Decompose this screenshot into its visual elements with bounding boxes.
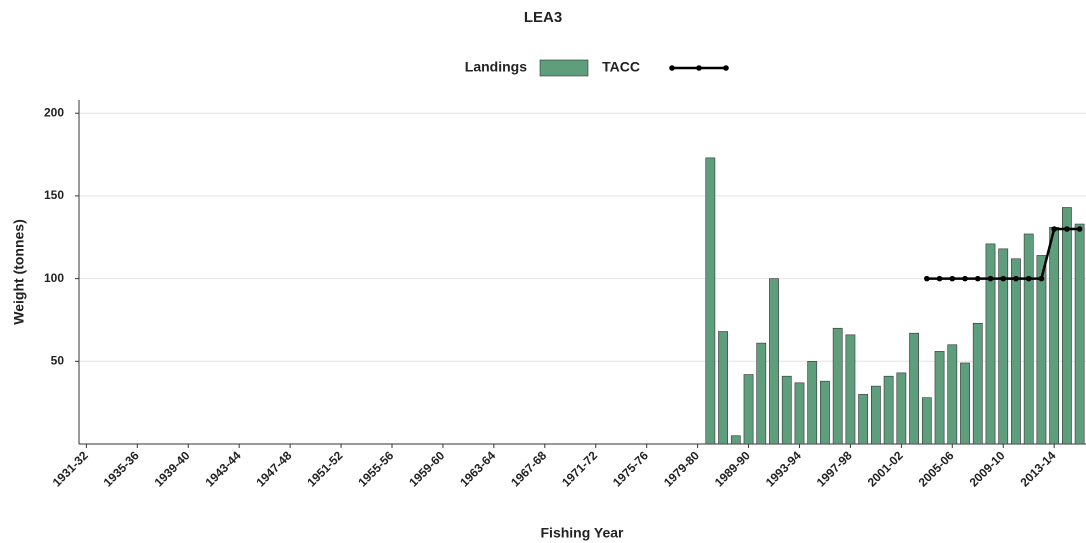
- x-tick-label: 1989-90: [712, 448, 753, 489]
- x-tick-label: 1959-60: [406, 448, 447, 489]
- x-tick-label: 1971-72: [559, 448, 600, 489]
- line-marker: [924, 275, 930, 282]
- bar: [985, 243, 996, 445]
- x-tick-label: 1943-44: [202, 448, 243, 489]
- x-tick-label: 1979-80: [661, 448, 702, 489]
- bar: [705, 157, 716, 445]
- x-tick-label: 1935-36: [101, 448, 142, 489]
- line-marker: [936, 275, 943, 282]
- bar: [1011, 258, 1021, 445]
- x-tick-label: 1955-56: [355, 448, 396, 489]
- x-tick-label: 1951-52: [304, 448, 345, 489]
- x-tick-label: 2013-14: [1017, 448, 1058, 489]
- x-tick-label: 2001-02: [865, 448, 906, 489]
- legend-marker: [669, 65, 675, 71]
- y-tick-label: 200: [44, 105, 64, 119]
- bar: [1049, 227, 1060, 445]
- y-tick-label: 50: [51, 353, 65, 367]
- bar: [832, 327, 843, 445]
- bar: [769, 278, 779, 445]
- bar: [756, 342, 767, 445]
- bar: [871, 385, 881, 445]
- bar: [909, 332, 919, 445]
- bar: [998, 248, 1009, 445]
- legend-marker: [696, 65, 702, 71]
- line-marker: [1000, 275, 1007, 282]
- legend-swatch: [539, 59, 589, 77]
- bar: [807, 361, 818, 445]
- legend-label: TACC: [602, 59, 640, 75]
- x-tick-label: 1967-68: [508, 448, 549, 489]
- bar: [947, 344, 958, 445]
- x-tick-label: 1997-98: [814, 448, 855, 489]
- chart-title: LEA3: [524, 9, 562, 26]
- x-axis-title: Fishing Year: [541, 525, 625, 541]
- line-marker: [1013, 275, 1019, 282]
- y-tick-label: 150: [44, 188, 64, 202]
- bar: [1036, 255, 1047, 445]
- line-marker: [974, 275, 981, 282]
- bar: [960, 362, 970, 445]
- bar: [921, 397, 932, 445]
- x-tick-label: 1931-32: [50, 448, 91, 489]
- line-marker: [1025, 275, 1032, 282]
- x-tick-label: 1947-48: [253, 448, 294, 489]
- bar: [845, 334, 856, 445]
- bar: [858, 394, 869, 445]
- line-marker: [987, 275, 994, 282]
- bar: [972, 322, 983, 445]
- bar: [718, 331, 728, 445]
- y-tick-label: 100: [44, 271, 64, 285]
- line-marker: [962, 275, 968, 282]
- bar: [1023, 233, 1034, 445]
- bar: [743, 374, 754, 445]
- x-tick-label: 1963-64: [457, 448, 498, 489]
- bar: [1062, 207, 1072, 445]
- line-marker: [1064, 226, 1070, 232]
- bar: [1074, 223, 1085, 445]
- y-axis-title: Weight (tonnes): [11, 219, 27, 325]
- legend-label: Landings: [465, 59, 527, 75]
- x-tick-label: 2009-10: [967, 448, 1008, 489]
- bar: [934, 351, 945, 445]
- legend-marker: [723, 65, 729, 71]
- x-tick-label: 1993-94: [763, 448, 804, 489]
- x-tick-label: 2005-06: [916, 448, 957, 489]
- line-marker: [1076, 226, 1083, 232]
- bar: [883, 375, 894, 445]
- bar: [820, 380, 830, 445]
- line-marker: [1051, 226, 1057, 232]
- bar: [794, 382, 805, 445]
- line-marker: [949, 275, 956, 282]
- bar: [730, 435, 741, 445]
- bar: [781, 375, 792, 445]
- x-tick-label: 1975-76: [610, 448, 651, 489]
- bar: [896, 372, 907, 445]
- line-marker: [1038, 275, 1045, 282]
- x-tick-label: 1939-40: [152, 448, 193, 489]
